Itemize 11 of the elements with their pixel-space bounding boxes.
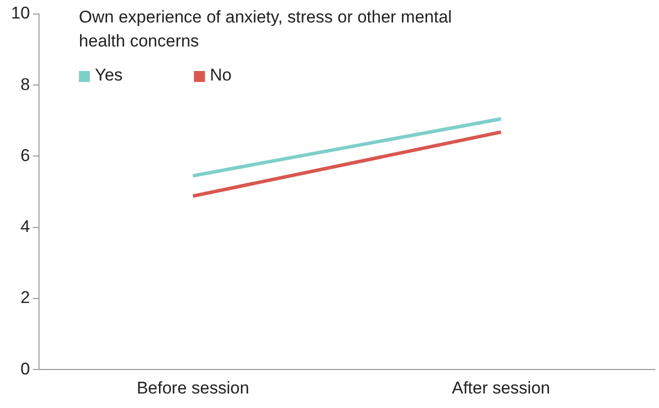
- x-tick-label: Before session: [136, 378, 250, 398]
- legend-label: No: [210, 66, 232, 85]
- y-tick-label: 10: [10, 4, 30, 23]
- y-tick-label: 6: [20, 146, 30, 165]
- legend-label: Yes: [94, 66, 123, 85]
- y-tick-label: 8: [20, 74, 30, 94]
- y-tick-label: 2: [20, 288, 30, 308]
- legend-title: Own experience of anxiety, stress or other mental health concerns: [78, 8, 452, 51]
- y-tick-label: 4: [20, 217, 30, 236]
- y-tick-label: 0: [20, 359, 30, 378]
- x-tick-label: After session: [452, 378, 550, 398]
